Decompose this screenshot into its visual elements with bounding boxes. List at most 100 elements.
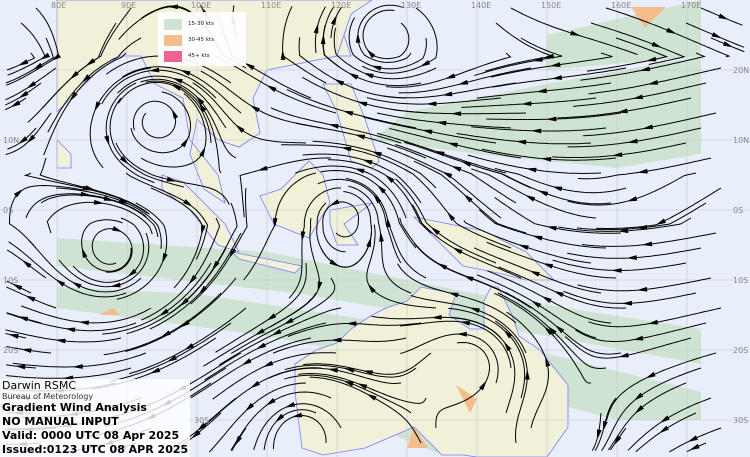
streamline-arrowhead — [256, 328, 265, 335]
streamline-arrowhead — [27, 134, 36, 143]
streamline-arrowhead — [272, 218, 278, 227]
streamline-arrowhead — [13, 189, 22, 198]
streamline-arrowhead — [162, 330, 171, 337]
streamline-arrowhead — [639, 168, 648, 174]
legend-label: 45+ kts — [188, 53, 210, 59]
streamline-arrowhead — [20, 90, 29, 98]
streamline-arrowhead — [619, 228, 629, 234]
valid-time: Valid: 0000 UTC 08 Apr 2025 — [2, 429, 180, 442]
streamline-arrowhead — [446, 73, 456, 79]
streamline-arrowhead — [635, 392, 644, 400]
streamline-arrowhead — [82, 185, 92, 191]
streamline-arrowhead — [465, 275, 474, 282]
streamline-arrowhead — [272, 329, 282, 336]
streamline-arrowhead — [192, 430, 201, 438]
streamline-arrowhead — [379, 233, 384, 242]
streamline-arrowhead — [259, 165, 268, 171]
streamline-arrowhead — [16, 364, 26, 370]
streamline-arrowhead — [614, 435, 622, 444]
streamline-arrowhead — [19, 59, 29, 66]
streamline-arrowhead — [229, 248, 237, 257]
streamline-arrowhead — [366, 238, 372, 248]
streamline-arrowhead — [533, 235, 543, 241]
streamline-arrowhead — [635, 405, 644, 413]
streamline-arrowhead — [267, 398, 276, 405]
streamline-arrowhead — [545, 358, 551, 367]
streamline-arrowhead — [643, 241, 653, 247]
streamline-arrowhead — [452, 111, 462, 117]
streamline-arrowhead — [548, 116, 557, 122]
streamline-arrowhead — [447, 212, 456, 222]
streamline-arrowhead — [421, 60, 431, 67]
streamline-arrowhead — [181, 70, 191, 76]
streamline-arrowhead — [94, 101, 101, 111]
streamline-arrowhead — [462, 161, 472, 167]
streamline-arrowhead — [372, 65, 382, 71]
streamline-arrowhead — [504, 330, 513, 339]
streamline-arrowhead — [365, 73, 374, 79]
streamline-arrowhead — [118, 197, 128, 204]
streamline-arrowhead — [93, 199, 103, 205]
streamline-arrowhead — [363, 159, 373, 165]
legend-swatch — [164, 50, 182, 62]
streamline-arrowhead — [185, 343, 195, 350]
streamline-arrowhead — [526, 195, 536, 202]
streamline-arrowhead — [423, 129, 433, 135]
streamline-arrowhead — [313, 25, 319, 34]
streamline-arrowhead — [623, 300, 633, 306]
issued-time: Issued:0123 UTC 08 APR 2025 — [2, 443, 189, 456]
streamline-arrowhead — [251, 105, 261, 113]
streamline-arrowhead — [373, 195, 382, 204]
streamline-arrowhead — [172, 110, 179, 119]
agency-name: Bureau of Meteorology — [2, 392, 94, 401]
streamline-arrowhead — [19, 136, 28, 144]
streamline-arrowhead — [26, 295, 36, 302]
streamline-arrowhead — [333, 337, 342, 343]
latitude-label: 10S — [3, 276, 18, 285]
streamline-arrowhead — [151, 367, 161, 374]
streamline-arrowhead — [348, 321, 357, 326]
latitude-label: 20N — [733, 66, 749, 75]
streamline-arrowhead — [634, 335, 644, 341]
wind-band-30-45 — [407, 427, 428, 448]
streamline-arrowhead — [545, 327, 553, 336]
latitude-label: 20S — [733, 346, 748, 355]
streamline-arrowhead — [355, 34, 361, 43]
streamline-arrowhead — [82, 74, 91, 82]
streamline-arrowhead — [358, 101, 368, 107]
streamline-arrowhead — [520, 244, 529, 251]
streamline-arrowhead — [443, 91, 453, 97]
input-note: NO MANUAL INPUT — [2, 415, 119, 428]
streamline-arrowhead — [317, 281, 323, 290]
streamline-arrowhead — [23, 260, 32, 268]
streamline-arrowhead — [386, 175, 395, 184]
streamline-arrowhead — [81, 249, 88, 258]
streamline-arrowhead — [80, 191, 90, 197]
streamline-arrowhead — [532, 301, 542, 308]
streamline-arrowhead — [300, 231, 306, 240]
streamline-arrowhead — [342, 146, 352, 152]
longitude-label: 110E — [261, 1, 281, 10]
streamline-arrowhead — [461, 320, 471, 326]
streamline-arrowhead — [459, 79, 469, 85]
streamline-arrowhead — [657, 218, 666, 225]
streamline-arrowhead — [553, 186, 563, 192]
longitude-label: 90E — [121, 1, 136, 10]
streamline-arrowhead — [345, 368, 355, 373]
streamline-arrowhead — [628, 196, 638, 202]
streamline-arrowhead — [649, 80, 659, 85]
legend-item-30-45: 30-45 kts — [164, 34, 214, 46]
streamline-arrowhead — [267, 313, 277, 321]
streamline-arrowhead — [199, 148, 206, 157]
streamline-arrowhead — [531, 270, 540, 277]
streamline-arrowhead — [452, 166, 462, 172]
streamline-arrowhead — [196, 96, 205, 105]
latitude-label: 10S — [733, 276, 748, 285]
streamline-arrowhead — [355, 168, 365, 174]
streamline-arrowhead — [471, 307, 480, 313]
streamline-arrowhead — [647, 56, 657, 62]
streamline-arrowhead — [628, 255, 637, 260]
legend: 15-30 kts 30-45 kts 45+ kts — [158, 12, 246, 66]
streamline-arrowhead — [330, 199, 340, 206]
